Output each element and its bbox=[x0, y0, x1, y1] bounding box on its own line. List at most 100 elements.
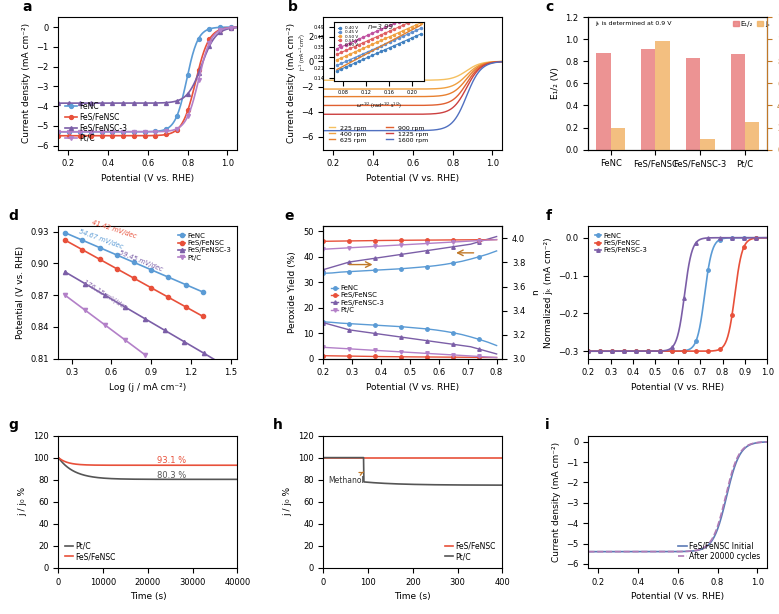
FeNC bbox=[160, 126, 170, 133]
FeNC bbox=[181, 281, 190, 289]
FeS/FeNSC bbox=[336, 352, 345, 360]
FeS/FeNSC Initial bbox=[583, 548, 593, 555]
900 rpm bbox=[425, 101, 434, 109]
Pt/C bbox=[61, 292, 70, 299]
FeNC bbox=[690, 340, 700, 348]
Line: FeS/FeNSC: FeS/FeNSC bbox=[322, 354, 499, 359]
Pt/C bbox=[362, 346, 372, 354]
FeS/FeNSC bbox=[327, 352, 337, 360]
FeS/FeNSC bbox=[405, 353, 414, 360]
Text: jₖ is determined at 0.9 V: jₖ is determined at 0.9 V bbox=[595, 21, 672, 26]
1225 rpm bbox=[470, 71, 479, 79]
FeNC bbox=[689, 341, 699, 348]
FeS/FeNSC-3 bbox=[583, 348, 593, 355]
Pt/C bbox=[126, 475, 136, 483]
Pt/C bbox=[160, 128, 169, 135]
FeNC bbox=[129, 258, 139, 266]
FeS/FeNSC-3 bbox=[483, 235, 492, 243]
Pt/C bbox=[414, 349, 423, 357]
Line: Pt/C: Pt/C bbox=[57, 25, 239, 134]
1225 rpm bbox=[498, 58, 507, 65]
FeNC bbox=[371, 322, 380, 329]
FeNC bbox=[78, 236, 87, 244]
FeNC bbox=[216, 24, 225, 31]
FeS/FeNSC-3 bbox=[362, 256, 372, 263]
Bar bbox=[611, 128, 625, 150]
Text: f: f bbox=[545, 209, 552, 223]
Bar bbox=[597, 53, 611, 150]
FeS/FeNSC-3 bbox=[160, 99, 169, 106]
Line: After 20000 cycles: After 20000 cycles bbox=[588, 442, 767, 551]
After 20000 cycles bbox=[584, 548, 594, 555]
Pt/C bbox=[164, 127, 173, 134]
Pt/C bbox=[319, 454, 328, 461]
FeNC bbox=[319, 318, 328, 325]
FeS/FeNSC bbox=[196, 462, 206, 469]
Text: 176.15 mV/dec: 176.15 mV/dec bbox=[82, 279, 128, 311]
After 20000 cycles bbox=[690, 547, 700, 554]
900 rpm bbox=[498, 58, 507, 65]
Pt/C bbox=[196, 476, 206, 483]
Pt/C bbox=[425, 481, 435, 488]
Line: 900 rpm: 900 rpm bbox=[323, 61, 502, 106]
Pt/C bbox=[371, 347, 380, 354]
FeNC bbox=[693, 332, 703, 339]
FeS/FeNSC-3 bbox=[54, 99, 63, 107]
FeS/FeNSC bbox=[415, 454, 425, 461]
Y-axis label: Current density (mA cm⁻²): Current density (mA cm⁻²) bbox=[287, 23, 296, 144]
FeS/FeNSC-3 bbox=[388, 252, 397, 259]
FeS/FeNSC-3 bbox=[61, 268, 70, 276]
400 rpm bbox=[428, 85, 438, 93]
FeS/FeNSC bbox=[583, 348, 593, 355]
FeS/FeNSC-3 bbox=[474, 238, 484, 246]
Legend: FeS/FeNSC Initial, After 20000 cycles: FeS/FeNSC Initial, After 20000 cycles bbox=[675, 538, 763, 564]
Text: 80.3 %: 80.3 % bbox=[157, 471, 186, 480]
FeNC bbox=[164, 273, 173, 281]
Pt/C bbox=[397, 348, 406, 356]
FeS/FeNSC Initial bbox=[584, 548, 594, 555]
Y-axis label: Peroxide Yield (%): Peroxide Yield (%) bbox=[288, 252, 298, 333]
FeNC bbox=[344, 320, 354, 327]
900 rpm bbox=[319, 102, 329, 109]
FeS/FeNSC bbox=[483, 354, 492, 361]
Legend: E₁/₂, jₖ: E₁/₂, jₖ bbox=[730, 18, 773, 29]
FeS/FeNSC bbox=[177, 462, 186, 469]
Y-axis label: j / j₀ %: j / j₀ % bbox=[19, 487, 27, 516]
Y-axis label: Current density (mA cm⁻²): Current density (mA cm⁻²) bbox=[552, 441, 561, 562]
FeS/FeNSC-3 bbox=[584, 348, 594, 355]
225 rpm bbox=[470, 63, 479, 70]
FeS/FeNSC-3 bbox=[457, 242, 467, 249]
FeNC bbox=[160, 126, 169, 133]
FeNC bbox=[336, 319, 345, 327]
Pt/C bbox=[216, 26, 225, 34]
FeS/FeNSC-3 bbox=[405, 249, 414, 257]
FeNC bbox=[362, 321, 372, 328]
Pt/C bbox=[54, 454, 63, 461]
225 rpm bbox=[498, 58, 507, 65]
FeS/FeNSC bbox=[112, 265, 122, 273]
FeS/FeNSC-3 bbox=[55, 99, 64, 107]
FeS/FeNSC-3 bbox=[199, 350, 209, 357]
FeS/FeNSC bbox=[465, 454, 474, 461]
Line: 625 rpm: 625 rpm bbox=[323, 61, 502, 96]
1225 rpm bbox=[319, 111, 328, 118]
225 rpm bbox=[481, 59, 490, 66]
FeS/FeNSC Initial bbox=[763, 438, 772, 446]
FeS/FeNSC-3 bbox=[693, 237, 703, 244]
900 rpm bbox=[425, 101, 435, 109]
FeNC bbox=[388, 322, 397, 330]
FeNC bbox=[449, 329, 458, 336]
X-axis label: Potential (V vs. RHE): Potential (V vs. RHE) bbox=[631, 593, 724, 601]
FeS/FeNSC-3 bbox=[140, 315, 150, 322]
900 rpm bbox=[481, 60, 490, 68]
400 rpm bbox=[319, 85, 329, 93]
Y-axis label: Potential (V vs. RHE): Potential (V vs. RHE) bbox=[16, 246, 24, 339]
Y-axis label: j / j₀ %: j / j₀ % bbox=[284, 487, 292, 516]
Pt/C bbox=[233, 476, 242, 483]
Bar bbox=[641, 49, 655, 150]
FeS/FeNSC-3 bbox=[216, 359, 225, 367]
X-axis label: Time (s): Time (s) bbox=[394, 593, 432, 601]
FeS/FeNSC bbox=[146, 284, 156, 292]
FeNC bbox=[379, 322, 389, 329]
FeS/FeNSC bbox=[181, 303, 190, 311]
